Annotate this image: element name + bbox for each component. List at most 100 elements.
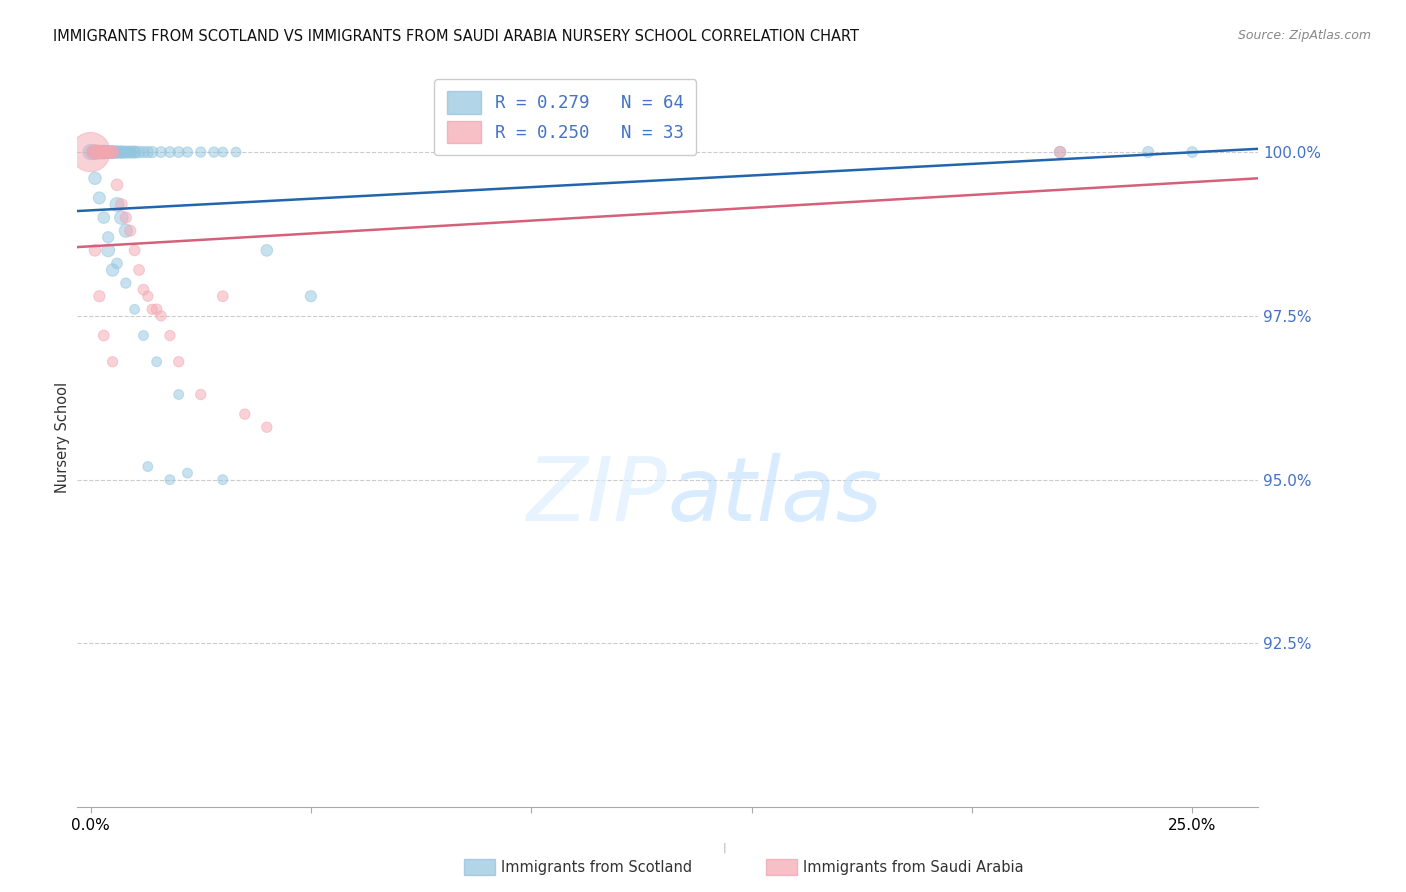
Point xyxy=(202,145,225,159)
Point xyxy=(211,473,233,487)
Point xyxy=(136,145,159,159)
Point xyxy=(145,355,167,369)
Point xyxy=(132,145,155,159)
Point xyxy=(97,145,120,159)
Point xyxy=(101,145,124,159)
Point xyxy=(84,145,107,159)
Point xyxy=(136,289,159,303)
Legend: R = 0.279   N = 64, R = 0.250   N = 33: R = 0.279 N = 64, R = 0.250 N = 33 xyxy=(434,79,696,155)
Point xyxy=(167,145,190,159)
Point xyxy=(101,145,124,159)
Point xyxy=(89,145,111,159)
Point xyxy=(190,387,212,401)
Text: Source: ZipAtlas.com: Source: ZipAtlas.com xyxy=(1237,29,1371,42)
Point xyxy=(101,355,124,369)
Point xyxy=(93,145,115,159)
Point xyxy=(79,145,101,159)
Point xyxy=(225,145,247,159)
Point xyxy=(89,289,111,303)
Point xyxy=(84,145,107,159)
Point xyxy=(86,145,108,159)
Point xyxy=(101,145,124,159)
Point xyxy=(167,387,190,401)
Point xyxy=(233,407,256,421)
Y-axis label: Nursery School: Nursery School xyxy=(55,382,70,492)
Point xyxy=(159,328,181,343)
Point xyxy=(159,145,181,159)
Point xyxy=(90,145,112,159)
Text: IMMIGRANTS FROM SCOTLAND VS IMMIGRANTS FROM SAUDI ARABIA NURSERY SCHOOL CORRELAT: IMMIGRANTS FROM SCOTLAND VS IMMIGRANTS F… xyxy=(53,29,859,44)
Text: Immigrants from Scotland: Immigrants from Scotland xyxy=(501,860,692,874)
Point xyxy=(110,197,132,211)
Text: |: | xyxy=(723,843,725,854)
Point xyxy=(84,244,107,258)
Point xyxy=(150,145,173,159)
Point xyxy=(101,145,124,159)
Point xyxy=(1049,145,1071,159)
Point xyxy=(176,145,198,159)
Point xyxy=(1181,145,1204,159)
Point xyxy=(93,211,115,225)
Point xyxy=(132,283,155,297)
Point xyxy=(97,244,120,258)
Point xyxy=(110,145,132,159)
Point xyxy=(256,244,278,258)
Point xyxy=(93,145,115,159)
Text: Immigrants from Saudi Arabia: Immigrants from Saudi Arabia xyxy=(803,860,1024,874)
Point xyxy=(141,145,163,159)
Point xyxy=(82,145,104,159)
Point xyxy=(97,145,120,159)
Point xyxy=(84,145,107,159)
Point xyxy=(105,178,128,192)
Point xyxy=(105,145,128,159)
Point xyxy=(93,145,115,159)
Point xyxy=(141,302,163,317)
Point xyxy=(114,145,136,159)
Point xyxy=(114,211,136,225)
Point xyxy=(97,145,120,159)
Point xyxy=(190,145,212,159)
Point xyxy=(93,328,115,343)
Point xyxy=(120,145,142,159)
Point xyxy=(84,145,107,159)
Point xyxy=(299,289,322,303)
Point xyxy=(114,276,136,290)
Point xyxy=(124,244,146,258)
Point xyxy=(114,145,136,159)
Point xyxy=(124,145,146,159)
Point xyxy=(89,145,111,159)
Point xyxy=(145,302,167,317)
Point xyxy=(93,145,115,159)
Point xyxy=(110,211,132,225)
Point xyxy=(100,145,122,159)
Point xyxy=(101,145,124,159)
Point xyxy=(128,145,150,159)
Point xyxy=(120,224,142,238)
Point xyxy=(132,328,155,343)
Point xyxy=(114,224,136,238)
Point xyxy=(211,289,233,303)
Point xyxy=(124,145,146,159)
Point xyxy=(97,230,120,244)
Point xyxy=(150,309,173,323)
Point xyxy=(120,145,142,159)
Point xyxy=(124,302,146,317)
Point xyxy=(136,459,159,474)
Point xyxy=(89,191,111,205)
Point xyxy=(101,263,124,277)
Point xyxy=(105,197,128,211)
Point xyxy=(1049,145,1071,159)
Point xyxy=(167,355,190,369)
Point xyxy=(159,473,181,487)
Point xyxy=(89,145,111,159)
Point xyxy=(176,466,198,480)
Point xyxy=(1137,145,1160,159)
Point xyxy=(89,145,111,159)
Point xyxy=(128,263,150,277)
Point xyxy=(97,145,120,159)
Point xyxy=(93,145,115,159)
Point xyxy=(79,145,101,159)
Text: ZIP: ZIP xyxy=(527,453,668,540)
Point xyxy=(105,256,128,270)
Point xyxy=(256,420,278,434)
